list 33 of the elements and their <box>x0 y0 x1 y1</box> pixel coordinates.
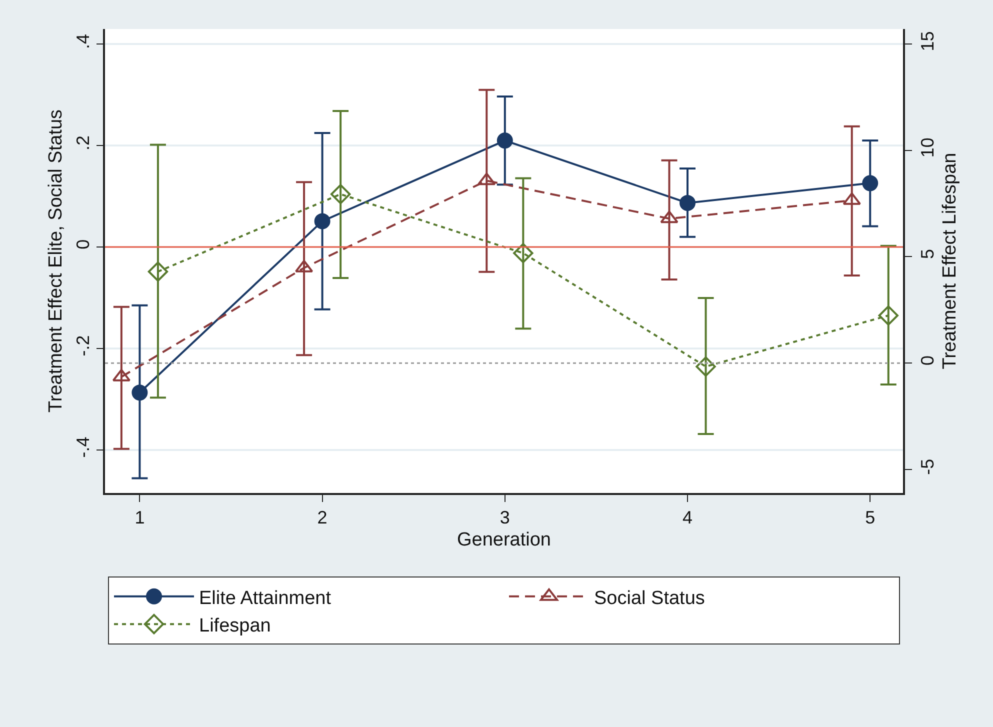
y-tick-label: -.2 <box>73 335 94 356</box>
x-tick-label: 1 <box>134 507 145 528</box>
legend-label: Lifespan <box>199 615 271 636</box>
y-tick-label: .2 <box>73 135 94 150</box>
point <box>148 262 168 282</box>
y2-axis-title: Treatment Effect Lifespan <box>940 152 961 370</box>
x-tick-label: 4 <box>682 507 693 528</box>
legend-label: Social Status <box>594 588 705 609</box>
point <box>680 194 696 211</box>
y2-tick-label: 0 <box>917 355 938 366</box>
legend-label: Elite Attainment <box>199 588 332 609</box>
y2-tick-label: -5 <box>917 458 938 475</box>
point <box>330 184 351 204</box>
point <box>842 192 861 205</box>
y2-tick-label: 15 <box>917 31 938 52</box>
x-tick-label: 3 <box>500 507 510 528</box>
y-tick-label: 0 <box>73 239 94 250</box>
y-axis-title: Treatment Effect Elite, Social Status <box>45 109 66 413</box>
point <box>496 132 513 149</box>
y-tick-label: .4 <box>73 34 94 50</box>
point <box>696 356 716 377</box>
x-axis-title: Generation <box>456 530 552 551</box>
x-tick-label: 2 <box>317 507 328 528</box>
y2-tick-label: 5 <box>917 249 938 260</box>
point <box>513 243 534 264</box>
point <box>862 175 878 192</box>
point <box>660 210 678 224</box>
point <box>314 213 330 230</box>
y-tick-label: -.4 <box>73 436 94 458</box>
y2-tick-label: 10 <box>917 138 938 158</box>
point <box>478 172 496 186</box>
x-tick-label: 5 <box>865 507 876 528</box>
point <box>878 305 898 326</box>
